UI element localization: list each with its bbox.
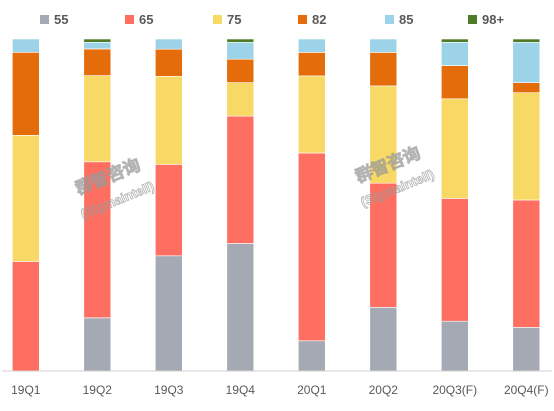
x-tick-19Q3: 19Q3 [154,383,184,397]
bar-20Q1-65 [297,152,326,342]
bar-20Q3(F)-55 [440,320,469,372]
bar-19Q2-82 [83,48,112,76]
bar-20Q3(F)-98plus [440,38,469,43]
bar-19Q1-75 [12,135,40,262]
x-tick-labels: 19Q1 19Q2 19Q3 19Q4 20Q1 20Q2 20Q3(F) 20Q4(F) [11,383,549,397]
bar-19Q3-85 [155,38,183,50]
bar-20Q4(F)-82 [512,82,541,93]
bar-19Q1-82 [12,51,40,136]
bar-19Q4-98plus [226,38,255,43]
bar-19Q3-82 [155,48,183,77]
legend-swatch-85 [385,15,394,24]
bar-19Q2-55 [83,317,112,372]
bar-20Q2-85 [369,38,398,53]
bars [12,38,541,372]
legend-label-55: 55 [54,12,68,27]
x-tick-20Q2: 20Q2 [369,383,399,397]
bar-20Q4(F)-65 [512,199,541,328]
legend-swatch-55 [40,15,49,24]
legend-swatch-65 [125,15,134,24]
x-tick-20Q4(F): 20Q4(F) [504,383,549,397]
x-tick-20Q1: 20Q1 [297,383,327,397]
legend-label-82: 82 [312,12,326,27]
bar-20Q2-65 [369,182,398,308]
bar-20Q4(F)-98plus [512,38,541,43]
legend-swatch-75 [213,15,222,24]
x-tick-19Q1: 19Q1 [11,383,41,397]
bar-19Q2-85 [83,41,112,50]
bar-20Q1-82 [297,52,326,77]
bar-20Q2-55 [369,306,398,372]
bar-20Q4(F)-85 [512,42,541,83]
bar-19Q4-85 [226,42,255,60]
bar-20Q1-55 [297,340,326,372]
bar-19Q1-85 [12,38,40,53]
bar-19Q1-65 [12,261,40,372]
legend-label-85: 85 [399,12,413,27]
legend: 55 65 75 82 85 98+ [40,12,504,27]
watermark-left: 群智咨询 (Sigmaintell) [72,154,157,222]
legend-swatch-82 [298,15,307,24]
bar-19Q3-75 [155,76,183,165]
x-tick-20Q3(F): 20Q3(F) [432,383,477,397]
legend-label-98plus: 98+ [482,12,504,27]
legend-label-65: 65 [139,12,153,27]
bar-20Q2-75 [369,85,398,184]
bar-19Q4-82 [226,58,255,83]
bar-19Q4-55 [226,243,255,372]
bar-20Q3(F)-65 [440,198,469,322]
x-tick-19Q4: 19Q4 [226,383,256,397]
bar-19Q3-55 [155,255,183,372]
bar-20Q4(F)-75 [512,92,541,201]
legend-label-75: 75 [227,12,241,27]
bar-20Q3(F)-75 [440,98,469,199]
bar-19Q2-98plus [83,38,112,43]
legend-swatch-98plus [468,15,477,24]
bar-19Q2-75 [83,75,112,163]
bar-19Q3-65 [155,164,183,257]
bar-19Q2-65 [83,161,112,319]
bar-19Q4-65 [226,115,255,244]
x-tick-19Q2: 19Q2 [83,383,113,397]
bar-19Q4-75 [226,82,255,117]
bar-20Q1-75 [297,75,326,154]
bar-20Q2-82 [369,52,398,87]
bar-20Q3(F)-82 [440,65,469,100]
bar-20Q3(F)-85 [440,41,469,66]
bar-20Q1-85 [297,38,326,53]
bar-20Q4(F)-55 [512,327,541,372]
